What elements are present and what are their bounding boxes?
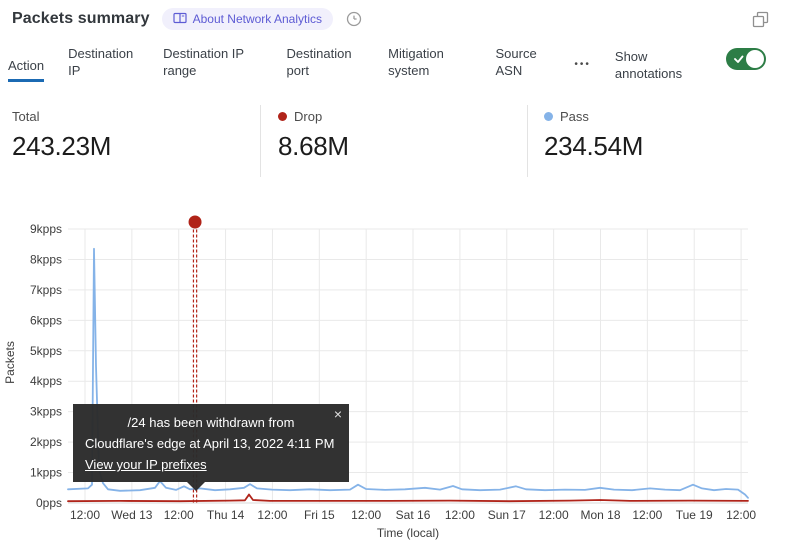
svg-text:Packets: Packets <box>3 341 17 384</box>
stats-row: Total 243.23M Drop 8.68M Pass 234.54M <box>0 105 785 177</box>
svg-text:7kpps: 7kpps <box>30 283 62 297</box>
show-annotations-label: Show annotations <box>614 49 683 81</box>
tab-action[interactable]: Action <box>8 57 45 82</box>
annotation-tooltip: × /24 has been withdrawn from Cloudflare… <box>73 404 349 491</box>
svg-text:Thu 14: Thu 14 <box>207 508 245 522</box>
svg-text:3kpps: 3kpps <box>30 405 62 419</box>
more-tabs-icon[interactable]: ••• <box>574 59 591 70</box>
tab-destination-port[interactable]: Destination port <box>286 46 352 78</box>
tab-destination-ip-range[interactable]: Destination IP range <box>163 46 244 78</box>
svg-text:6kpps: 6kpps <box>30 313 62 327</box>
stat-drop-value: 8.68M <box>278 131 349 161</box>
svg-text:8kpps: 8kpps <box>30 252 62 266</box>
tooltip-line1: /24 has been withdrawn from <box>127 415 295 430</box>
svg-text:12:00: 12:00 <box>164 508 194 522</box>
svg-text:0pps: 0pps <box>36 496 62 510</box>
svg-text:12:00: 12:00 <box>632 508 662 522</box>
tab-destination-ip[interactable]: Destination IP <box>68 46 134 78</box>
tab-source-asn[interactable]: Source ASN <box>495 46 537 78</box>
svg-text:Sun 17: Sun 17 <box>488 508 526 522</box>
svg-text:1kpps: 1kpps <box>30 466 62 480</box>
svg-text:5kpps: 5kpps <box>30 344 62 358</box>
svg-text:12:00: 12:00 <box>726 508 756 522</box>
svg-text:Sat 16: Sat 16 <box>396 508 431 522</box>
page-title: Packets summary <box>12 10 150 27</box>
show-annotations-toggle[interactable] <box>726 48 766 75</box>
svg-text:4kpps: 4kpps <box>30 374 62 388</box>
tooltip-caret <box>187 482 205 491</box>
svg-text:Tue 19: Tue 19 <box>676 508 713 522</box>
svg-text:12:00: 12:00 <box>70 508 100 522</box>
svg-text:12:00: 12:00 <box>351 508 381 522</box>
svg-text:Time (local): Time (local) <box>377 526 439 540</box>
svg-text:Wed 13: Wed 13 <box>111 508 152 522</box>
stat-pass: Pass 234.54M <box>527 105 785 177</box>
tab-mitigation-system[interactable]: Mitigation system <box>388 46 444 78</box>
stat-pass-value: 234.54M <box>544 131 644 161</box>
stat-drop-label: Drop <box>294 109 323 124</box>
badge-label: About Network Analytics <box>192 12 322 26</box>
drop-legend-dot <box>278 112 287 121</box>
about-network-analytics-badge[interactable]: About Network Analytics <box>161 8 333 30</box>
svg-text:12:00: 12:00 <box>539 508 569 522</box>
svg-text:9kpps: 9kpps <box>30 222 62 236</box>
time-range-icon[interactable] <box>345 10 363 28</box>
close-icon[interactable]: × <box>333 406 342 422</box>
stat-total: Total 243.23M <box>0 105 260 177</box>
view-ip-prefixes-link[interactable]: View your IP prefixes <box>85 457 207 472</box>
svg-text:Mon 18: Mon 18 <box>580 508 620 522</box>
panel-header: Packets summary About Network Analytics <box>12 8 363 30</box>
stat-pass-label: Pass <box>560 109 589 124</box>
svg-text:12:00: 12:00 <box>257 508 287 522</box>
dimension-tabs: Action Destination IP Destination IP ran… <box>0 45 785 82</box>
book-icon <box>172 12 187 27</box>
svg-text:Fri 15: Fri 15 <box>304 508 335 522</box>
stat-total-value: 243.23M <box>12 131 112 161</box>
tooltip-line2: Cloudflare's edge at April 13, 2022 4:11… <box>85 436 335 451</box>
stat-total-label: Total <box>12 109 40 124</box>
svg-text:2kpps: 2kpps <box>30 435 62 449</box>
pop-out-icon[interactable] <box>751 10 771 30</box>
stat-drop: Drop 8.68M <box>260 105 527 177</box>
pass-legend-dot <box>544 112 553 121</box>
svg-text:12:00: 12:00 <box>445 508 475 522</box>
